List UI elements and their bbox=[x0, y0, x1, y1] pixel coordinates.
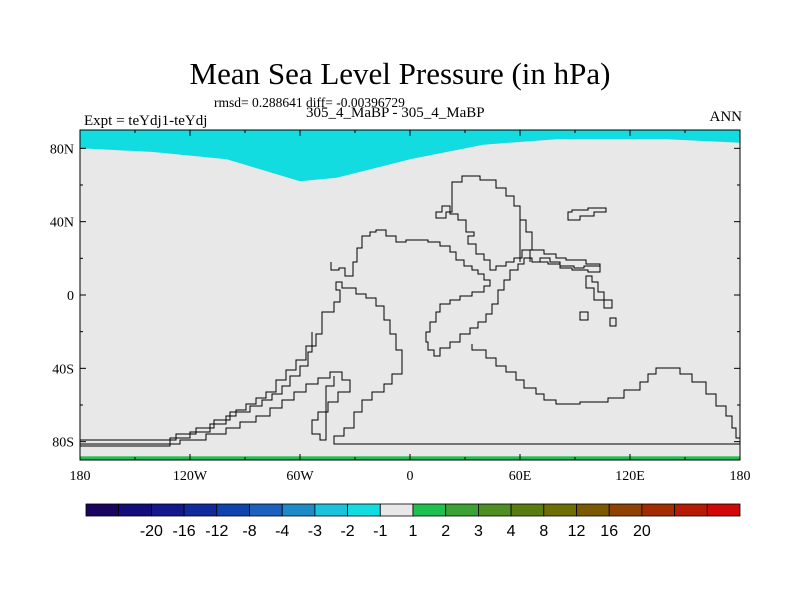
chart-subtitle: 305_4_MaBP - 305_4_MaBP bbox=[306, 105, 485, 121]
season-label: ANN bbox=[709, 109, 743, 125]
colorbar-swatch bbox=[445, 503, 479, 517]
y-tick-label: 0 bbox=[67, 289, 74, 304]
island-east-outline bbox=[567, 207, 607, 221]
colorbar-swatch bbox=[641, 503, 676, 517]
x-tick-label: 180 bbox=[730, 469, 751, 484]
colorbar-swatch bbox=[608, 503, 643, 517]
experiment-label: Expt = teYdj1-teYdj bbox=[84, 113, 208, 129]
x-tick-label: 120E bbox=[615, 469, 645, 484]
colorbar-swatch bbox=[150, 503, 185, 517]
field-north-band bbox=[80, 130, 740, 182]
continent-asia-outline bbox=[435, 175, 601, 272]
colorbar-label: 2 bbox=[441, 523, 450, 540]
map-plot-area bbox=[80, 130, 740, 460]
colorbar-label: -1 bbox=[373, 523, 387, 540]
colorbar-swatch bbox=[216, 503, 250, 517]
colorbar-label: 4 bbox=[507, 523, 516, 540]
coastlines bbox=[79, 175, 741, 447]
colorbar-label: -4 bbox=[275, 523, 289, 540]
colorbar-label: 1 bbox=[409, 523, 418, 540]
colorbar-swatch bbox=[674, 503, 708, 517]
colorbar-label: -2 bbox=[340, 523, 354, 540]
colorbar-swatch bbox=[183, 503, 218, 517]
colorbar-label: -8 bbox=[242, 523, 256, 540]
x-tick-label: 0 bbox=[407, 469, 414, 484]
y-tick-label: 80N bbox=[50, 142, 74, 157]
axes: 180 120W 60W 0 60E 120E 180 80N 40N 0 40S 80S bbox=[50, 129, 751, 484]
island-tethys-outline bbox=[585, 275, 613, 309]
continent-south-outline bbox=[79, 281, 741, 447]
colorbar-swatch bbox=[379, 503, 414, 517]
y-tick-label: 40N bbox=[50, 216, 74, 231]
colorbar-label: 16 bbox=[600, 523, 618, 540]
colorbar-label: 8 bbox=[539, 523, 548, 540]
colorbar-swatch bbox=[412, 503, 447, 517]
continent-south-inner-outline bbox=[80, 332, 351, 445]
colorbar-label: -12 bbox=[205, 523, 228, 540]
colorbar-swatch bbox=[249, 503, 283, 517]
island-small-outline bbox=[579, 311, 617, 327]
x-tick-label: 60E bbox=[509, 469, 532, 484]
colorbar-swatch bbox=[281, 503, 316, 517]
colorbar-label: -20 bbox=[140, 523, 163, 540]
colorbar-swatch bbox=[706, 503, 741, 517]
colorbar-swatch bbox=[477, 503, 512, 517]
stats-line: rmsd= 0.288641 diff= -0.00396729 bbox=[214, 95, 405, 110]
y-tick-label: 80S bbox=[52, 436, 74, 451]
colorbar-label: 12 bbox=[568, 523, 586, 540]
colorbar-swatch bbox=[543, 503, 577, 517]
x-tick-label: 120W bbox=[173, 469, 208, 484]
colorbar-label: -16 bbox=[173, 523, 196, 540]
field-background bbox=[80, 130, 740, 460]
colorbar-swatch bbox=[85, 503, 120, 517]
colorbar-swatch bbox=[347, 503, 381, 517]
x-tick-label: 60W bbox=[286, 469, 314, 484]
colorbar-label: -3 bbox=[308, 523, 322, 540]
colorbar-swatch bbox=[510, 503, 545, 517]
continent-north-outline bbox=[330, 229, 601, 357]
chart-title: Mean Sea Level Pressure (in hPa) bbox=[189, 56, 611, 91]
y-tick-label: 40S bbox=[52, 362, 74, 377]
colorbar-label: 20 bbox=[633, 523, 651, 540]
colorbar-label: 3 bbox=[474, 523, 483, 540]
colorbar-swatch bbox=[118, 503, 152, 517]
colorbar-swatch bbox=[314, 503, 348, 517]
x-tick-label: 180 bbox=[70, 469, 91, 484]
colorbar: -20 -16 -12 -8 -4 -3 -2 -1 1 2 3 4 8 12 16 20 bbox=[85, 503, 741, 540]
colorbar-swatch bbox=[576, 503, 610, 517]
